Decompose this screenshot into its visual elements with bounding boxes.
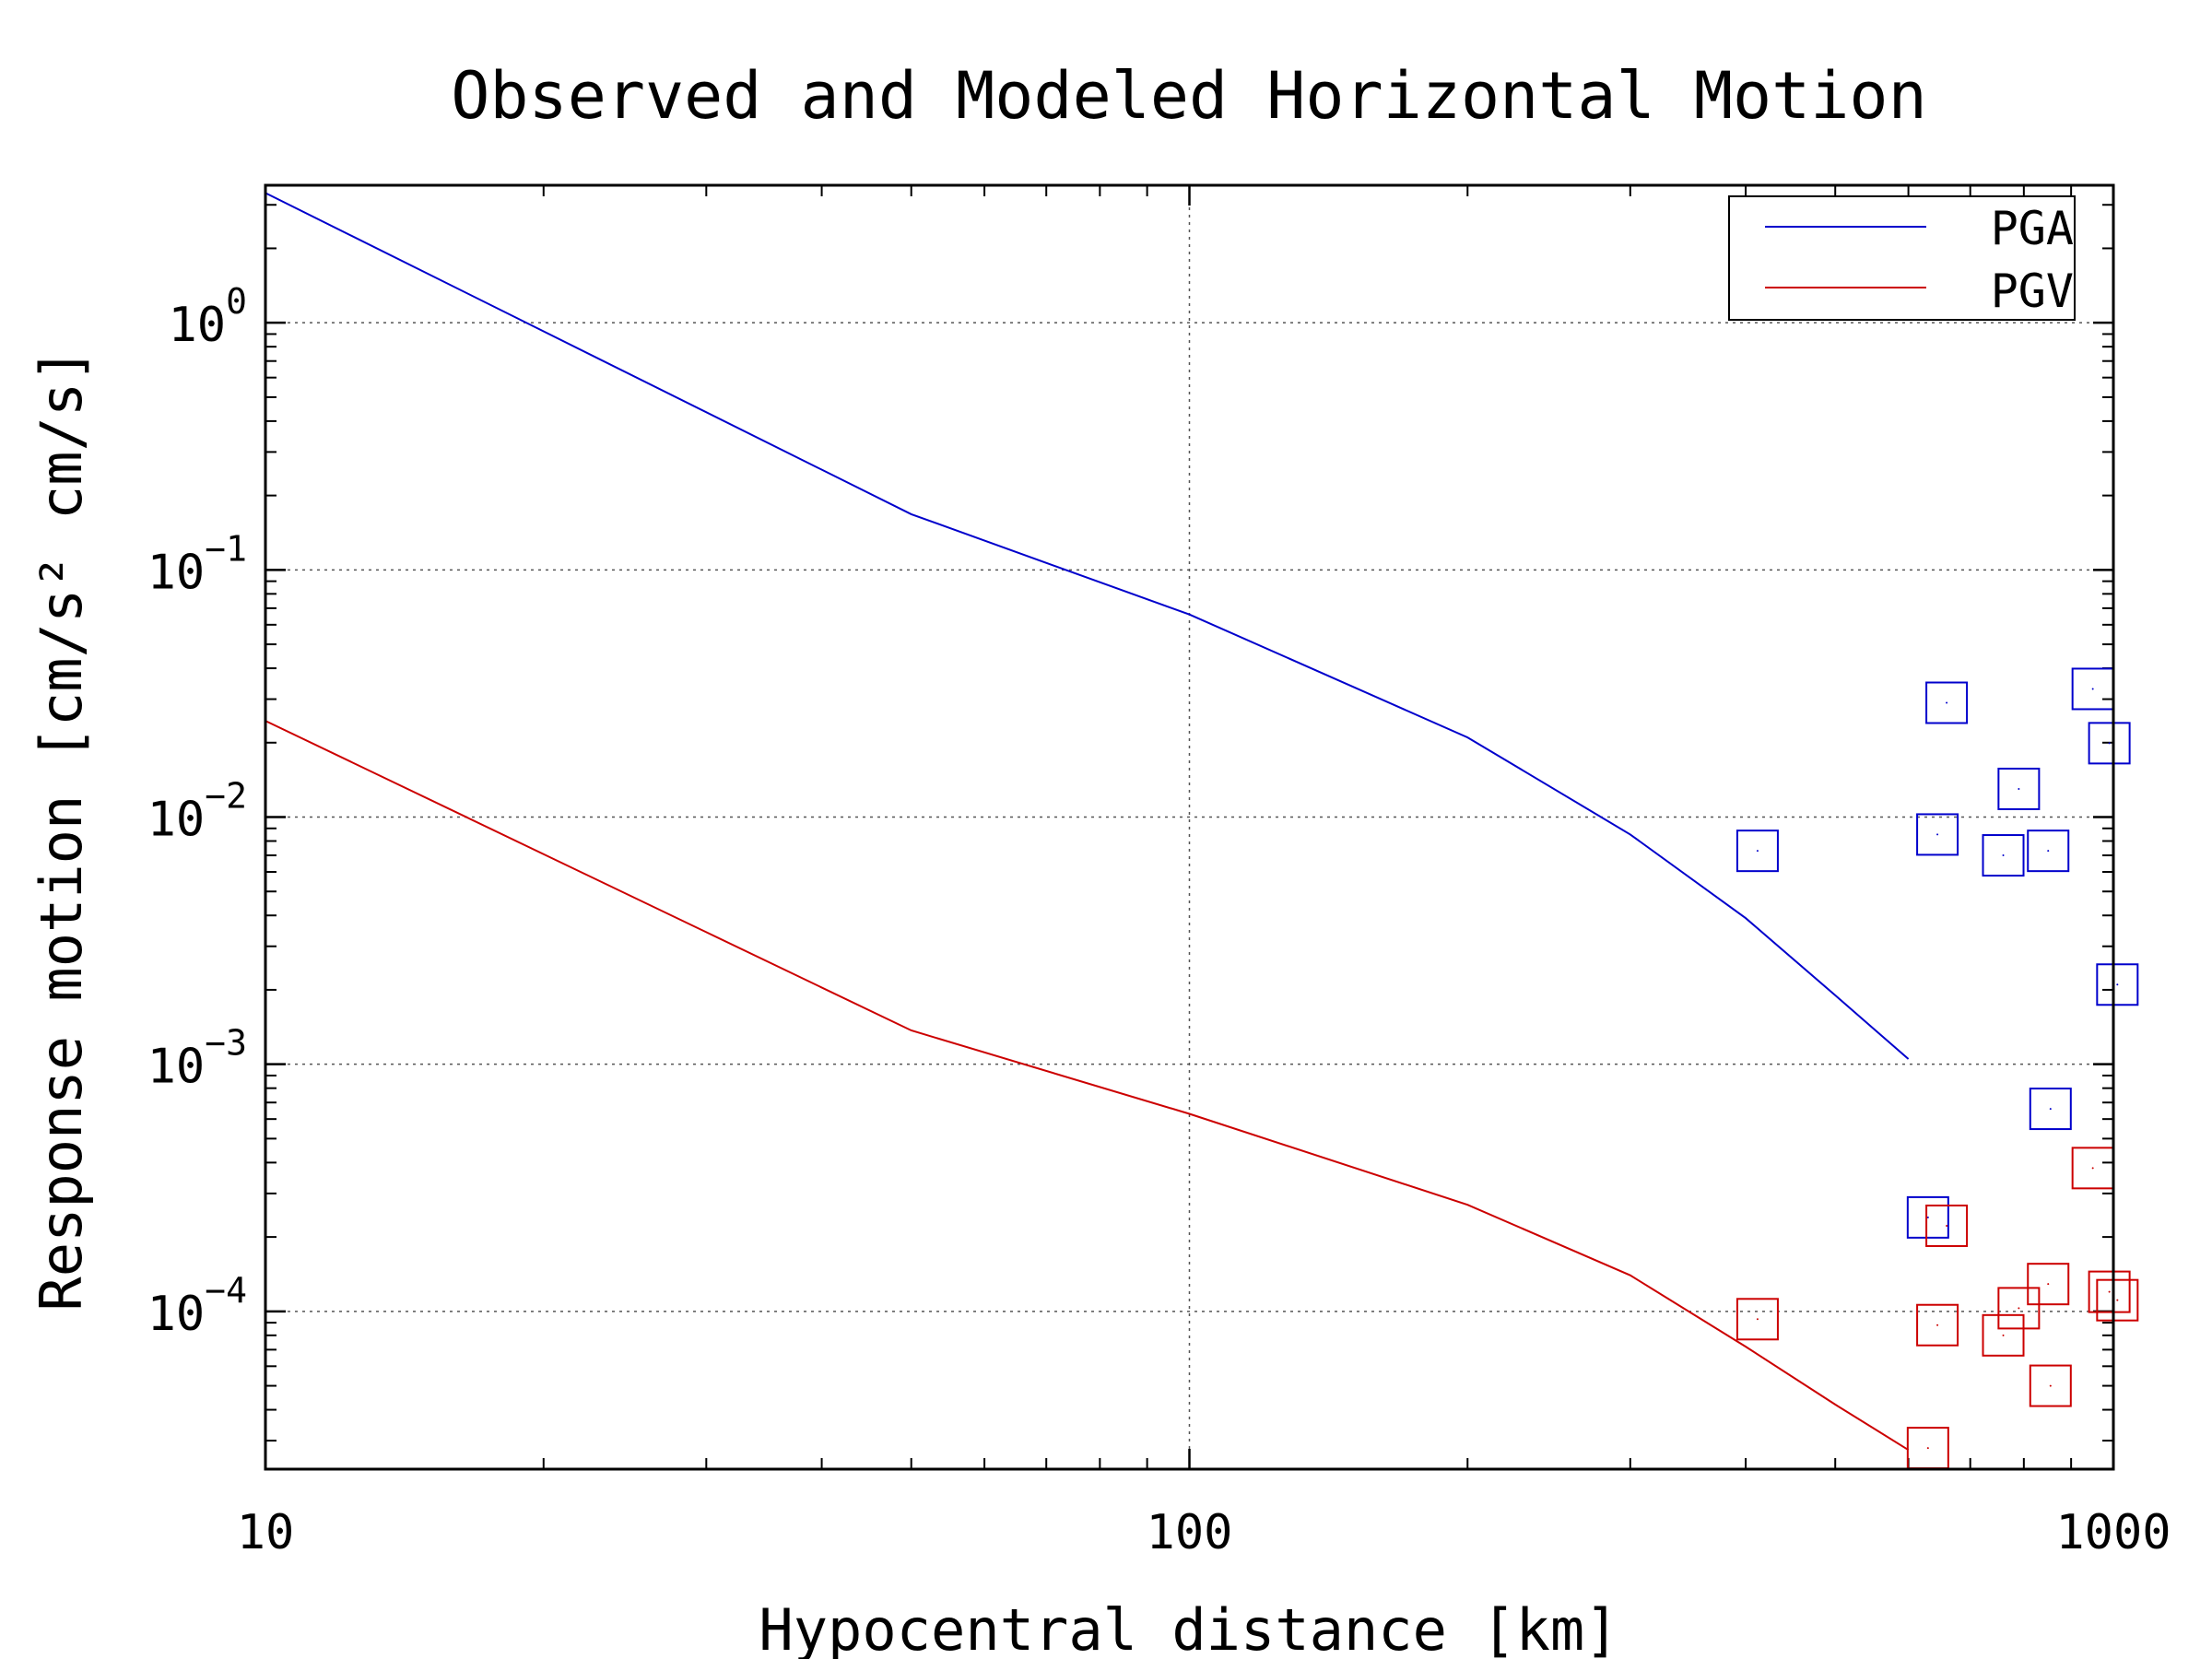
marker-center-pgv-observed: [2049, 1384, 2052, 1387]
y-tick-label: 10−1: [147, 528, 247, 600]
y-tick-label: 10−4: [147, 1270, 247, 1342]
legend-label-pgv: PGV: [1991, 265, 2074, 318]
y-tick-label: 10−2: [147, 776, 247, 848]
marker-center-pgv-observed: [1756, 1318, 1759, 1321]
marker-pgv-observed: [2096, 1278, 2139, 1322]
marker-center-pga-observed: [1936, 833, 1939, 836]
legend: PGA PGV: [1728, 195, 2076, 321]
marker-pga-observed: [2088, 722, 2131, 765]
marker-pga-observed: [1735, 830, 1779, 873]
marker-pga-observed: [2096, 963, 2139, 1006]
y-tick-label: 100: [168, 281, 247, 353]
y-axis-label: Response motion [cm/s² cm/s]: [28, 347, 95, 1311]
legend-label-pga: PGA: [1991, 202, 2074, 255]
marker-center-pga-observed: [1946, 701, 1948, 704]
x-tick-labels: 10 100 1000: [237, 1505, 2171, 1560]
axis-ticks: [264, 185, 2115, 1469]
legend-box: [1728, 195, 2076, 321]
series-layer: [265, 192, 2139, 1470]
marker-pgv-observed: [1735, 1298, 1779, 1341]
marker-center-pgv-observed: [1946, 1224, 1948, 1227]
marker-pgv-observed: [1982, 1313, 2025, 1357]
marker-center-pgv-observed: [2108, 1290, 2111, 1293]
marker-pga-observed: [1916, 813, 1959, 856]
marker-center-pgv-observed: [1936, 1324, 1939, 1326]
x-axis-label: Hypocentral distance [km]: [759, 1596, 1618, 1659]
marker-center-pga-observed: [2108, 742, 2111, 745]
x-tick-label: 1000: [2055, 1505, 2171, 1560]
marker-pga-observed: [1925, 681, 1969, 724]
marker-pgv-observed: [2088, 1270, 2131, 1313]
marker-center-pgv-observed: [2047, 1283, 2050, 1286]
marker-center-pgv-observed: [1926, 1447, 1929, 1450]
y-tick-labels: 100 10−1 10−2 10−3 10−4: [147, 281, 247, 1342]
marker-center-pga-observed: [2091, 688, 2094, 690]
marker-center-pga-observed: [1756, 850, 1759, 853]
marker-pgv-observed: [1997, 1287, 2041, 1330]
marker-center-pgv-observed: [2091, 1167, 2094, 1170]
chart-title: Observed and Modeled Horizontal Motion: [451, 58, 1926, 134]
marker-center-pga-observed: [1926, 1216, 1929, 1218]
marker-center-pga-observed: [2049, 1108, 2052, 1111]
marker-center-pga-observed: [2018, 787, 2020, 790]
marker-pga-observed: [1997, 767, 2041, 810]
marker-pga-observed: [1906, 1195, 1949, 1239]
marker-pgv-observed: [1916, 1303, 1959, 1347]
marker-pga-observed: [2027, 830, 2070, 873]
series-line-pgv: [265, 720, 1910, 1452]
x-tick-label: 100: [1147, 1505, 1233, 1560]
x-tick-label: 10: [237, 1505, 295, 1560]
y-tick-label: 10−3: [147, 1023, 247, 1095]
plot-frame: [264, 183, 2115, 1471]
marker-center-pga-observed: [2116, 983, 2119, 986]
marker-center-pgv-observed: [2002, 1334, 2005, 1336]
grid-lines: [265, 185, 2113, 1469]
marker-center-pga-observed: [2047, 850, 2050, 853]
marker-pgv-observed: [1925, 1204, 1969, 1247]
marker-pgv-observed: [2029, 1364, 2072, 1407]
marker-center-pga-observed: [2002, 854, 2005, 857]
marker-pga-observed: [1982, 834, 2025, 877]
marker-pgv-observed: [2027, 1263, 2070, 1306]
series-line-pga: [265, 192, 1910, 1060]
marker-pga-observed: [2029, 1088, 2072, 1131]
marker-center-pgv-observed: [2018, 1307, 2020, 1310]
marker-center-pgv-observed: [2116, 1299, 2119, 1301]
